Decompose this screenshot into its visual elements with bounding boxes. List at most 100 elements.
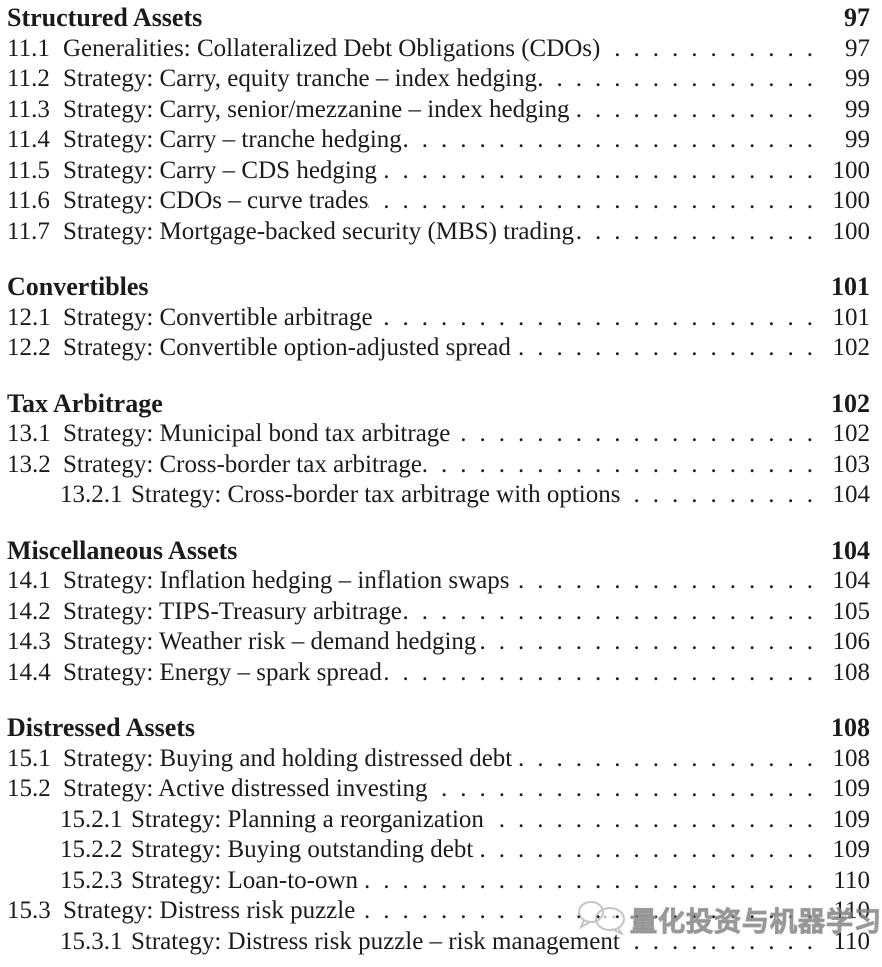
dot-leader xyxy=(473,835,826,866)
entry-page-number: 108 xyxy=(832,658,871,686)
entry-number: 15.1 xyxy=(7,744,51,772)
toc-section: Structured Assets 97 11.1 Generalities: … xyxy=(7,3,870,247)
toc-entry: 15.2 Strategy: Active distressed investi… xyxy=(7,774,870,805)
entry-page-number: 100 xyxy=(832,187,871,214)
entry-title: Strategy: CDOs – curve trades xyxy=(63,187,369,214)
entry-title: Strategy: Carry, equity tranche – index … xyxy=(63,65,537,92)
toc-entry: 14.4 Strategy: Energy – spark spread 108 xyxy=(7,658,870,689)
section-page-number: 104 xyxy=(831,535,870,565)
toc-entry: 14.2 Strategy: TIPS-Treasury arbitrage 1… xyxy=(7,597,870,628)
entry-page-number: 102 xyxy=(832,420,871,447)
entry-page-number: 101 xyxy=(832,303,871,331)
entry-number: 11.5 xyxy=(7,156,50,184)
toc-entry: 12.1 Strategy: Convertible arbitrage 101 xyxy=(7,303,870,334)
toc-section-header: Convertibles 101 xyxy=(7,272,870,303)
toc: Structured Assets 97 11.1 Generalities: … xyxy=(7,3,870,957)
toc-entry: 13.2.1 Strategy: Cross-border tax arbitr… xyxy=(7,480,870,511)
dot-leader xyxy=(484,805,826,836)
toc-entry: 11.5 Strategy: Carry – CDS hedging 100 xyxy=(7,156,870,187)
entry-page-number: 104 xyxy=(832,481,871,508)
toc-entry: 15.3.1 Strategy: Distress risk puzzle – … xyxy=(7,927,870,958)
section-title: Tax Arbitrage xyxy=(7,388,163,418)
entry-number: 11.4 xyxy=(7,126,50,153)
section-page-number: 97 xyxy=(844,3,870,32)
entry-title: Strategy: Carry – CDS hedging xyxy=(63,156,377,184)
toc-entry: 13.1 Strategy: Municipal bond tax arbitr… xyxy=(7,419,870,450)
entry-page-number: 102 xyxy=(832,334,871,361)
entry-number: 11.7 xyxy=(7,217,50,245)
dot-leader xyxy=(509,566,826,597)
section-entries: 11.1 Generalities: Collateralized Debt O… xyxy=(7,34,870,248)
entry-number: 15.3 xyxy=(7,897,51,924)
entry-title: Strategy: Buying and holding distressed … xyxy=(63,744,513,772)
entry-number: 13.2 xyxy=(7,450,51,478)
toc-entry: 13.2 Strategy: Cross-border tax arbitrag… xyxy=(7,450,870,481)
entry-page-number: 106 xyxy=(832,628,871,655)
entry-number: 14.1 xyxy=(7,567,51,594)
entry-number: 15.2.1 xyxy=(60,805,123,833)
dot-leader xyxy=(620,927,826,958)
dot-leader xyxy=(373,303,826,334)
toc-entry: 15.1 Strategy: Buying and holding distre… xyxy=(7,744,870,775)
dot-leader xyxy=(600,34,826,65)
entry-page-number: 100 xyxy=(832,156,871,184)
toc-entry: 11.6 Strategy: CDOs – curve trades 100 xyxy=(7,186,870,217)
dot-leader xyxy=(382,658,826,689)
entry-page-number: 97 xyxy=(845,34,870,62)
section-entries: 12.1 Strategy: Convertible arbitrage 101… xyxy=(7,303,870,364)
toc-section-header: Miscellaneous Assets 104 xyxy=(7,536,870,567)
entry-page-number: 99 xyxy=(845,95,870,123)
dot-leader xyxy=(355,896,826,927)
entry-page-number: 110 xyxy=(833,866,870,894)
entry-number: 13.2.1 xyxy=(60,481,123,508)
entry-number: 15.2 xyxy=(7,775,51,802)
entry-page-number: 109 xyxy=(832,836,871,863)
toc-entry: 14.1 Strategy: Inflation hedging – infla… xyxy=(7,566,870,597)
entry-title: Strategy: Cross-border tax arbitrage wit… xyxy=(131,481,621,508)
entry-page-number: 108 xyxy=(832,744,871,772)
toc-entry: 11.1 Generalities: Collateralized Debt O… xyxy=(7,34,870,65)
dot-leader xyxy=(620,480,826,511)
entry-number: 14.2 xyxy=(7,597,51,625)
entry-number: 11.1 xyxy=(7,34,50,62)
toc-section-header: Structured Assets 97 xyxy=(7,3,870,34)
section-entries: 15.1 Strategy: Buying and holding distre… xyxy=(7,744,870,958)
entry-page-number: 99 xyxy=(845,126,870,153)
dot-leader xyxy=(570,95,826,126)
dot-leader xyxy=(402,125,826,156)
section-page-number: 108 xyxy=(831,713,870,742)
entry-page-number: 99 xyxy=(845,65,870,92)
entry-title: Strategy: TIPS-Treasury arbitrage xyxy=(63,597,402,625)
section-page-number: 101 xyxy=(831,272,870,301)
toc-entry: 14.3 Strategy: Weather risk – demand hed… xyxy=(7,627,870,658)
entry-title: Strategy: Cross-border tax arbitrage xyxy=(63,450,422,478)
toc-entry: 15.2.3 Strategy: Loan-to-own 110 xyxy=(7,866,870,897)
entry-number: 13.1 xyxy=(7,420,51,447)
entry-title: Strategy: Carry – tranche hedging xyxy=(63,126,402,153)
toc-entry: 11.7 Strategy: Mortgage-backed security … xyxy=(7,217,870,248)
entry-number: 11.6 xyxy=(7,187,50,214)
section-title: Distressed Assets xyxy=(7,713,196,742)
entry-number: 11.3 xyxy=(7,95,50,123)
entry-number: 15.3.1 xyxy=(60,927,123,955)
toc-section: Convertibles 101 12.1 Strategy: Converti… xyxy=(7,272,870,364)
dot-leader xyxy=(537,64,826,95)
entry-number: 14.3 xyxy=(7,628,51,655)
toc-section: Miscellaneous Assets 104 14.1 Strategy: … xyxy=(7,536,870,689)
entry-number: 15.2.2 xyxy=(60,836,123,863)
section-title: Miscellaneous Assets xyxy=(7,535,238,565)
entry-title: Strategy: Planning a reorganization xyxy=(131,805,484,833)
section-entries: 14.1 Strategy: Inflation hedging – infla… xyxy=(7,566,870,688)
toc-entry: 11.4 Strategy: Carry – tranche hedging 9… xyxy=(7,125,870,156)
entry-title: Strategy: Distress risk puzzle – risk ma… xyxy=(131,927,620,955)
dot-leader xyxy=(358,866,826,897)
entry-title: Strategy: Mortgage-backed security (MBS)… xyxy=(63,217,574,245)
toc-entry: 15.2.1 Strategy: Planning a reorganizati… xyxy=(7,805,870,836)
toc-entry: 15.2.2 Strategy: Buying outstanding debt… xyxy=(7,835,870,866)
entry-title: Strategy: Energy – spark spread xyxy=(63,658,382,686)
section-title: Convertibles xyxy=(7,272,149,301)
section-page-number: 102 xyxy=(831,388,870,418)
dot-leader xyxy=(368,186,826,217)
dot-leader xyxy=(377,156,826,187)
